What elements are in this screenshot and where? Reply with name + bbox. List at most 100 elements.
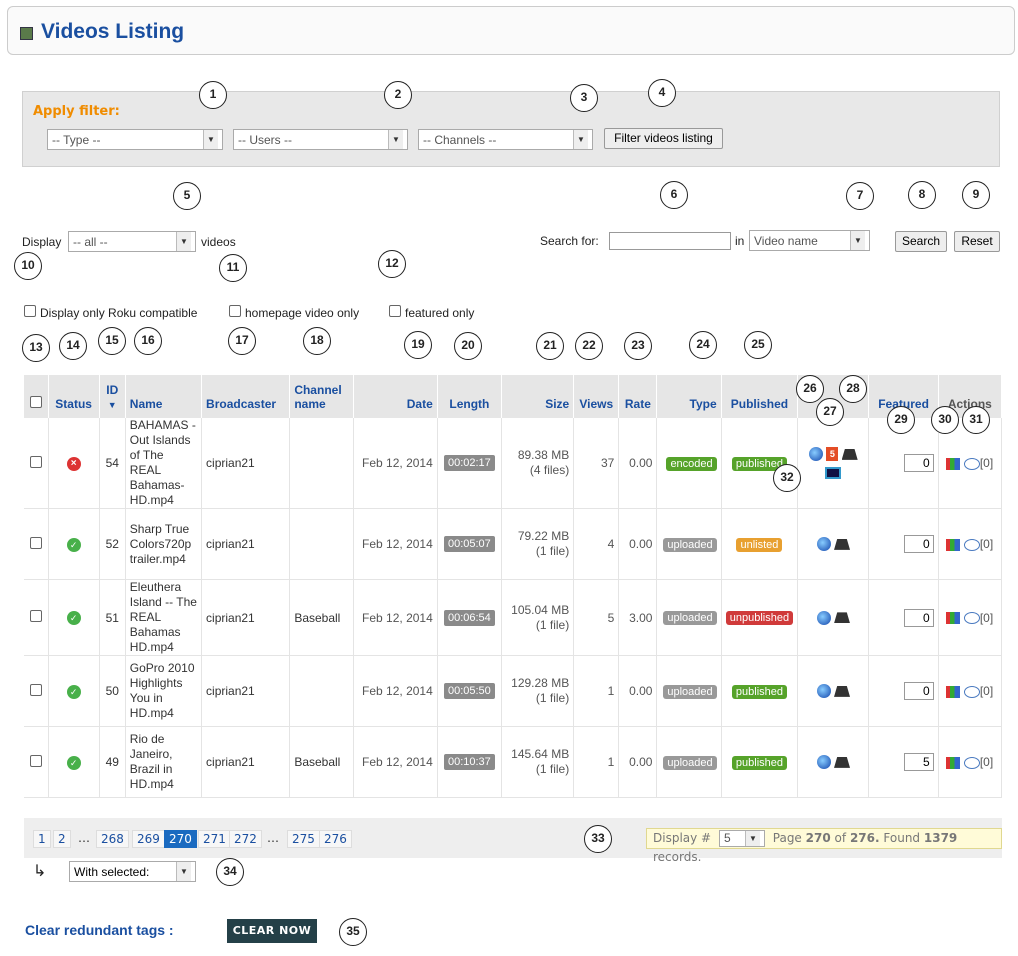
row-broadcaster[interactable]: ciprian21 <box>201 579 291 656</box>
status-error-icon[interactable]: × <box>66 457 81 471</box>
search-field-select[interactable]: Video name ▼ <box>749 230 870 251</box>
row-comments[interactable]: [0] <box>979 537 994 551</box>
page-link[interactable]: 272 <box>229 830 262 848</box>
sort-desc-icon: ▼ <box>107 400 117 410</box>
row-checkbox[interactable] <box>29 536 42 549</box>
row-checkbox[interactable] <box>29 610 42 622</box>
row-channel[interactable]: Baseball <box>289 579 354 656</box>
row-id[interactable]: 50 <box>99 655 126 727</box>
filter-videos-button[interactable]: Filter videos listing <box>604 128 723 149</box>
row-checkbox[interactable] <box>29 754 42 767</box>
row-featured-input[interactable]: 0 <box>903 535 934 553</box>
row-name[interactable]: Sharp True Colors720p trailer.mp4 <box>125 508 203 580</box>
page-link[interactable]: 271 <box>198 830 231 848</box>
row-broadcaster[interactable]: ciprian21 <box>201 726 291 798</box>
col-name[interactable]: Name <box>125 375 203 418</box>
row-name[interactable]: Eleuthera Island -- The REAL Bahamas HD.… <box>125 579 203 656</box>
row-featured-input[interactable]: 5 <box>903 753 934 771</box>
col-id-label: ID <box>106 383 119 397</box>
row-featured-input[interactable]: 0 <box>903 608 934 627</box>
row-id[interactable]: 54 <box>99 418 126 509</box>
row-comments[interactable]: [0] <box>979 610 994 625</box>
callout-marker: 2 <box>384 81 412 109</box>
row-channel[interactable] <box>289 508 354 580</box>
homepage-only-checkbox[interactable] <box>229 305 241 317</box>
stats-icon[interactable] <box>946 685 961 698</box>
status-ok-icon[interactable]: ✓ <box>66 537 81 552</box>
col-channel[interactable]: Channel name <box>289 375 354 418</box>
reset-button[interactable]: Reset <box>954 231 1000 252</box>
page-link[interactable]: 1 <box>33 830 51 848</box>
display-select[interactable]: -- all -- ▼ <box>68 231 196 252</box>
col-rate[interactable]: Rate <box>618 375 658 418</box>
row-name[interactable]: GoPro 2010 Highlights You in HD.mp4 <box>125 655 203 727</box>
row-published-badge[interactable]: unlisted <box>736 537 783 552</box>
channels-select[interactable]: -- Channels -- ▼ <box>418 129 593 150</box>
col-size[interactable]: Size <box>501 375 575 418</box>
row-published-badge[interactable]: unpublished <box>725 611 794 625</box>
users-select[interactable]: -- Users -- ▼ <box>233 129 408 150</box>
row-name[interactable]: Rio de Janeiro, Brazil in HD.mp4 <box>125 726 203 798</box>
row-broadcaster[interactable]: ciprian21 <box>201 508 291 580</box>
featured-only-checkbox[interactable] <box>389 305 401 317</box>
page-title: Videos Listing <box>41 20 185 43</box>
row-comments[interactable]: [0] <box>979 684 994 698</box>
row-channel[interactable] <box>289 655 354 727</box>
row-checkbox[interactable] <box>29 683 42 696</box>
comments-icon[interactable] <box>963 685 980 698</box>
col-broadcaster[interactable]: Broadcaster <box>201 375 291 418</box>
row-comments[interactable]: [0] <box>979 456 994 470</box>
with-selected-select[interactable]: With selected: ▼ <box>69 861 196 882</box>
search-input[interactable] <box>609 232 731 250</box>
row-published-badge[interactable]: published <box>731 456 787 471</box>
stats-icon[interactable] <box>946 538 961 551</box>
clear-now-button[interactable]: CLEAR NOW <box>227 919 317 943</box>
page-link[interactable]: 276 <box>319 830 352 848</box>
row-id[interactable]: 51 <box>99 579 126 656</box>
stats-icon[interactable] <box>946 457 961 470</box>
comments-icon[interactable] <box>963 756 980 769</box>
row-channel[interactable] <box>289 418 354 509</box>
page-link[interactable]: 2 <box>53 830 71 848</box>
comments-icon[interactable] <box>963 538 980 551</box>
row-broadcaster[interactable]: ciprian21 <box>201 418 291 509</box>
page-link[interactable]: 270 <box>164 830 197 848</box>
stats-icon[interactable] <box>946 756 961 769</box>
row-featured-input[interactable]: 0 <box>903 682 934 700</box>
comments-icon[interactable] <box>963 612 980 625</box>
comments-icon[interactable] <box>963 457 980 470</box>
page-link[interactable]: 269 <box>132 830 165 848</box>
row-checkbox[interactable] <box>29 455 42 468</box>
col-date[interactable]: Date <box>353 375 438 418</box>
col-published[interactable]: Published <box>721 375 799 418</box>
row-channel[interactable]: Baseball <box>289 726 354 798</box>
col-type[interactable]: Type <box>656 375 722 418</box>
status-ok-icon[interactable]: ✓ <box>66 611 81 625</box>
row-published-badge[interactable]: published <box>731 684 787 699</box>
web-available-icon <box>816 684 831 699</box>
status-ok-icon[interactable]: ✓ <box>66 755 81 770</box>
col-featured[interactable]: Featured <box>868 375 939 418</box>
col-length[interactable]: Length <box>437 375 502 418</box>
row-views: 1 <box>573 655 620 727</box>
select-all-checkbox[interactable] <box>29 396 42 408</box>
row-featured-input[interactable]: 0 <box>903 454 934 472</box>
row-published-badge[interactable]: published <box>731 755 787 770</box>
row-broadcaster[interactable]: ciprian21 <box>201 655 291 727</box>
search-button[interactable]: Search <box>895 231 947 252</box>
row-comments[interactable]: [0] <box>979 755 994 769</box>
page-link[interactable]: 268 <box>96 830 129 848</box>
search-field-value: Video name <box>754 233 818 248</box>
row-id[interactable]: 52 <box>99 508 126 580</box>
type-select[interactable]: -- Type -- ▼ <box>47 129 223 150</box>
row-name[interactable]: BAHAMAS - Out Islands of The REAL Bahama… <box>125 418 203 509</box>
roku-only-checkbox[interactable] <box>24 305 36 317</box>
col-views[interactable]: Views <box>573 375 620 418</box>
page-link[interactable]: 275 <box>287 830 320 848</box>
col-status[interactable]: Status <box>48 375 100 418</box>
stats-icon[interactable] <box>946 612 961 625</box>
status-ok-icon[interactable]: ✓ <box>66 684 81 699</box>
col-id[interactable]: ID ▼ <box>99 375 126 418</box>
display-count-select[interactable]: 5 ▼ <box>718 830 765 847</box>
row-id[interactable]: 49 <box>99 726 126 798</box>
